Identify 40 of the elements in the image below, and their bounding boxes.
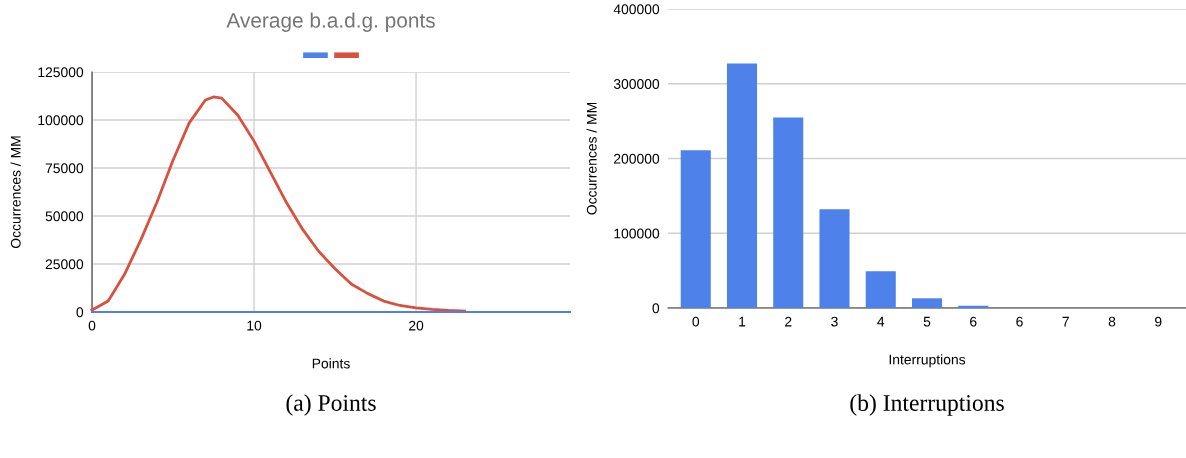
x-tick-label: 10 bbox=[247, 320, 262, 331]
x-axis-title: Interruptions bbox=[889, 354, 966, 368]
bar bbox=[773, 117, 804, 308]
y-tick-label: 100000 bbox=[614, 228, 660, 239]
x-tick-label: 1 bbox=[739, 316, 746, 327]
x-tick-label: 8 bbox=[1108, 316, 1116, 327]
y-tick-label: 50000 bbox=[45, 211, 84, 222]
x-tick-label: 6 bbox=[970, 316, 977, 327]
y-tick-label: 0 bbox=[76, 307, 84, 318]
y-tick-label: 100000 bbox=[38, 115, 84, 126]
x-axis-title: Points bbox=[312, 358, 350, 369]
x-tick-label: 7 bbox=[1062, 316, 1069, 327]
y-tick-label: 0 bbox=[652, 303, 660, 314]
x-tick-label: 0 bbox=[88, 320, 96, 331]
x-tick-label: 5 bbox=[923, 316, 931, 327]
bar bbox=[958, 305, 989, 308]
chart-title: Average b.a.d.g. ponts bbox=[226, 12, 435, 32]
y-axis-title: Occurrences / MM bbox=[586, 102, 597, 215]
y-tick-label: 200000 bbox=[614, 153, 660, 164]
bar bbox=[726, 63, 758, 308]
x-tick-label: 4 bbox=[877, 316, 885, 327]
x-tick-label: 9 bbox=[1155, 316, 1162, 327]
bar bbox=[819, 209, 850, 308]
x-tick-label: 6 bbox=[1016, 316, 1023, 327]
bar bbox=[680, 150, 711, 308]
x-tick-label: 3 bbox=[831, 316, 838, 327]
y-tick-label: 300000 bbox=[613, 79, 660, 89]
y-tick-label: 25000 bbox=[45, 259, 84, 270]
x-tick-label: 2 bbox=[785, 316, 792, 327]
line-series bbox=[90, 95, 467, 313]
x-tick-label: 20 bbox=[409, 320, 424, 331]
bar bbox=[865, 271, 896, 308]
y-axis-title: Occurrences / MM bbox=[10, 136, 21, 249]
text: (a) Points bbox=[286, 394, 376, 416]
bar bbox=[911, 298, 943, 308]
text: (b) Interruptions bbox=[850, 394, 1004, 416]
x-tick-label: 0 bbox=[692, 316, 700, 327]
y-tick-label: 125000 bbox=[38, 67, 84, 78]
y-tick-label: 75000 bbox=[45, 163, 84, 174]
y-tick-label: 400000 bbox=[613, 4, 660, 15]
